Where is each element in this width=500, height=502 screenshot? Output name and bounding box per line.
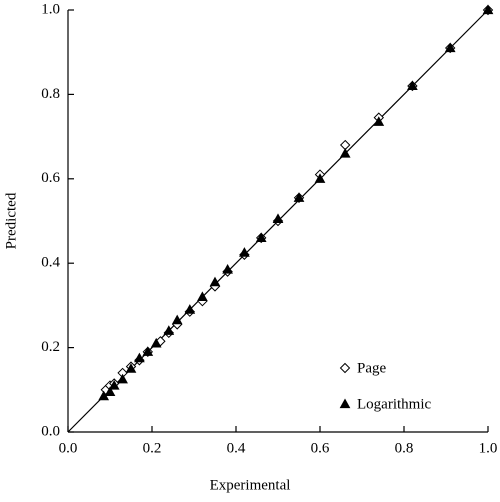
point <box>125 363 137 373</box>
legend-label: Page <box>357 360 387 376</box>
y-tick-label: 0.0 <box>41 423 60 439</box>
point <box>197 291 208 302</box>
point <box>255 232 267 242</box>
x-tick-label: 0.4 <box>227 440 246 456</box>
legend-marker <box>339 398 351 409</box>
legend-label: Logarithmic <box>357 396 431 412</box>
point <box>239 247 250 257</box>
legend-marker <box>339 362 351 374</box>
point <box>407 80 418 91</box>
point <box>184 304 196 314</box>
point <box>171 314 183 325</box>
point <box>444 42 456 53</box>
point <box>142 346 154 356</box>
y-tick-label: 0.4 <box>41 255 60 271</box>
point <box>222 264 233 274</box>
point <box>150 337 162 348</box>
y-tick-label: 0.6 <box>41 170 60 186</box>
point <box>104 386 116 397</box>
point <box>339 147 351 158</box>
x-axis-label: Experimental <box>210 477 291 493</box>
point <box>209 276 221 287</box>
y-axis-label: Predicted <box>3 192 19 249</box>
point <box>373 116 385 126</box>
point <box>117 373 128 384</box>
point <box>163 325 175 335</box>
y-tick-label: 0.2 <box>41 339 60 355</box>
x-tick-label: 1.0 <box>479 440 498 456</box>
point <box>108 380 120 390</box>
point <box>293 192 305 202</box>
point <box>134 352 145 363</box>
x-tick-label: 0.6 <box>311 440 330 456</box>
x-tick-label: 0.0 <box>59 440 78 456</box>
y-tick-label: 1.0 <box>41 1 60 17</box>
point <box>272 213 284 223</box>
y-tick-label: 0.8 <box>41 86 60 102</box>
x-tick-label: 0.2 <box>143 440 162 456</box>
point <box>314 173 326 183</box>
point <box>482 4 494 15</box>
x-tick-label: 0.8 <box>395 440 414 456</box>
